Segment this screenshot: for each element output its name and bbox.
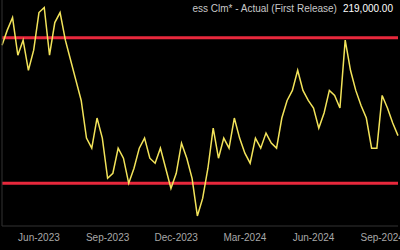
svg-text:Mar-2024: Mar-2024 [223,232,266,243]
svg-text:Sep-2024: Sep-2024 [360,232,392,243]
svg-text:Dec-2023: Dec-2023 [155,232,199,243]
svg-text:Sep-2023: Sep-2023 [86,232,130,243]
html-text:ess Clm* - Actual (First Relea: ess Clm* - Actual (First Release) [192,3,337,14]
html-text:219,000.00: 219,000.00 [342,3,393,14]
svg-text:Jun-2024: Jun-2024 [293,232,335,243]
svg-text:Jun-2023: Jun-2023 [18,232,60,243]
